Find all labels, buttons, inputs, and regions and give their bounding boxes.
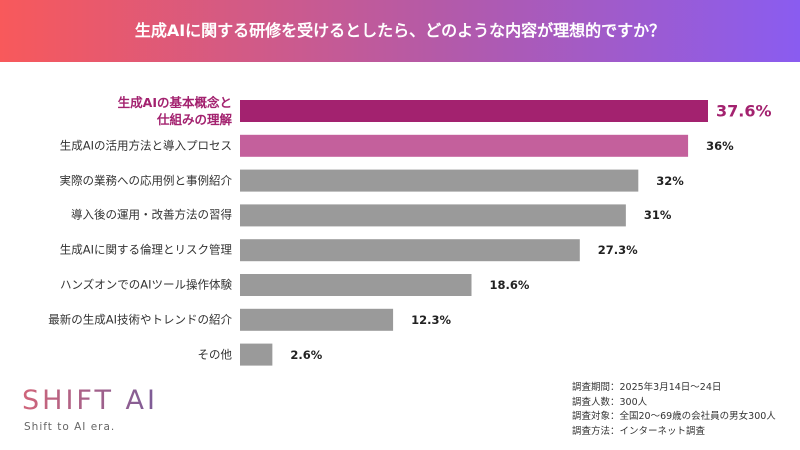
note: 調査人数：300人 bbox=[572, 396, 648, 408]
value-label: 2.6% bbox=[290, 347, 323, 362]
value-label: 12.3% bbox=[411, 312, 451, 327]
bar bbox=[240, 239, 580, 262]
value-label: 37.6% bbox=[716, 101, 772, 121]
logo: SHIFT AI bbox=[22, 385, 158, 416]
value-label: 18.6% bbox=[489, 278, 530, 292]
tagline: Shift to AI era. bbox=[24, 421, 116, 433]
bar bbox=[240, 100, 708, 122]
header bbox=[0, 0, 800, 62]
value-label: 36% bbox=[706, 138, 734, 153]
category-label: 生成AIの基本概念と 仕組みの理解 bbox=[117, 95, 232, 127]
value-label: 31% bbox=[643, 208, 672, 223]
category-label: 導入後の運用・改善方法の習得 bbox=[71, 207, 232, 222]
value-label: 27.3% bbox=[597, 243, 638, 258]
value-label: 32% bbox=[656, 173, 684, 188]
note: 調査対象：全国20〜69歳の会社員の男女300人 bbox=[572, 411, 776, 422]
bar bbox=[240, 343, 273, 366]
bar bbox=[240, 169, 639, 192]
category-label: 生成AIの活用方法と導入プロセス bbox=[59, 138, 232, 153]
bar bbox=[240, 308, 394, 331]
category-label: 最新の生成AI技術やトレンドの紹介 bbox=[48, 312, 232, 327]
category-label: ハンズオンでのAIツール操作体験 bbox=[59, 277, 232, 292]
notes: 調査期間：2025年3月14日〜24日 調査人数：300人調査対象：全国20〜69… bbox=[572, 381, 776, 439]
category-label: その他 bbox=[197, 347, 233, 362]
note: 調査方法：インターネット調査 bbox=[572, 425, 706, 437]
chart-title: 生成AIに関する研修を受けるとしたら、どのような内容が理想的ですか？ bbox=[134, 21, 666, 40]
category-label: 実際の業務への応用例と事例紹介 bbox=[59, 173, 233, 188]
bar bbox=[240, 274, 472, 296]
note: 調査期間：2025年3月14日〜24日 bbox=[572, 382, 722, 393]
bar bbox=[240, 134, 689, 157]
category-label: 生成AIに関する倫理とリスク管理 bbox=[59, 242, 232, 257]
bar bbox=[240, 204, 626, 227]
